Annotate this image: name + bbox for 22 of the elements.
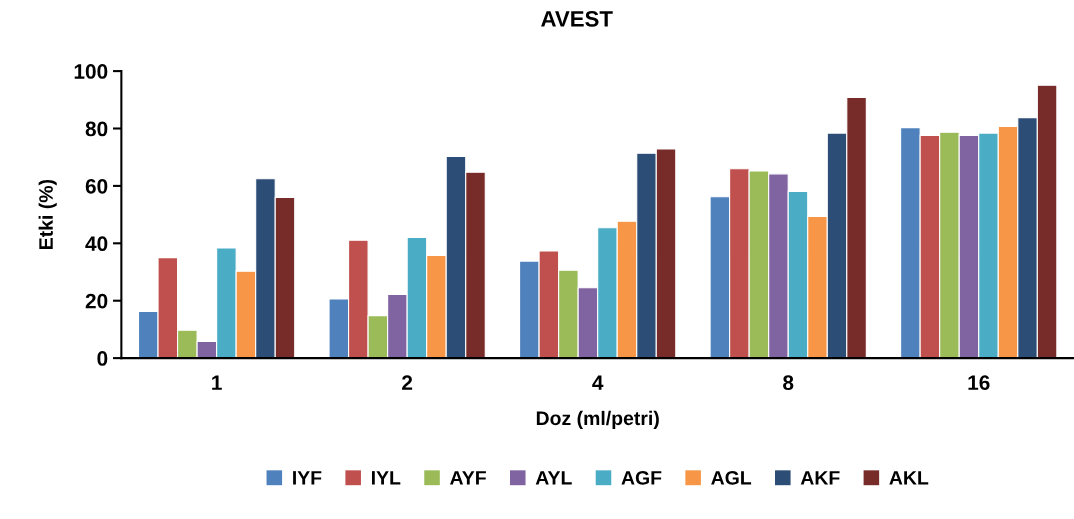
legend-label: AGF xyxy=(621,470,662,485)
y-tick-label: 100 xyxy=(74,64,108,79)
x-tick-label: 8 xyxy=(783,375,794,391)
legend-label: AKL xyxy=(889,471,929,485)
y-tick-label: 40 xyxy=(85,236,108,252)
x-tick-label: 4 xyxy=(592,375,604,390)
y-tick-label: 0 xyxy=(97,351,108,366)
y-tick-label: 20 xyxy=(85,293,108,309)
x-axis-title: Doz (ml/petri) xyxy=(536,410,659,429)
y-axis-title: Etki (%) xyxy=(38,179,57,249)
legend-label: AYL xyxy=(535,471,572,485)
legend-label: AKF xyxy=(800,471,840,485)
legend-label: IYF xyxy=(293,471,322,485)
x-tick-label: 16 xyxy=(968,375,990,391)
legend-label: AYF xyxy=(450,471,486,485)
x-tick-label: 2 xyxy=(402,375,413,390)
y-tick-label: 80 xyxy=(85,121,108,137)
legend-label: IYL xyxy=(371,471,401,485)
x-tick-label: 1 xyxy=(212,375,222,390)
y-tick-label: 60 xyxy=(85,178,108,194)
legend-label: AGL xyxy=(711,470,752,485)
chart-title: AVEST xyxy=(541,10,613,27)
